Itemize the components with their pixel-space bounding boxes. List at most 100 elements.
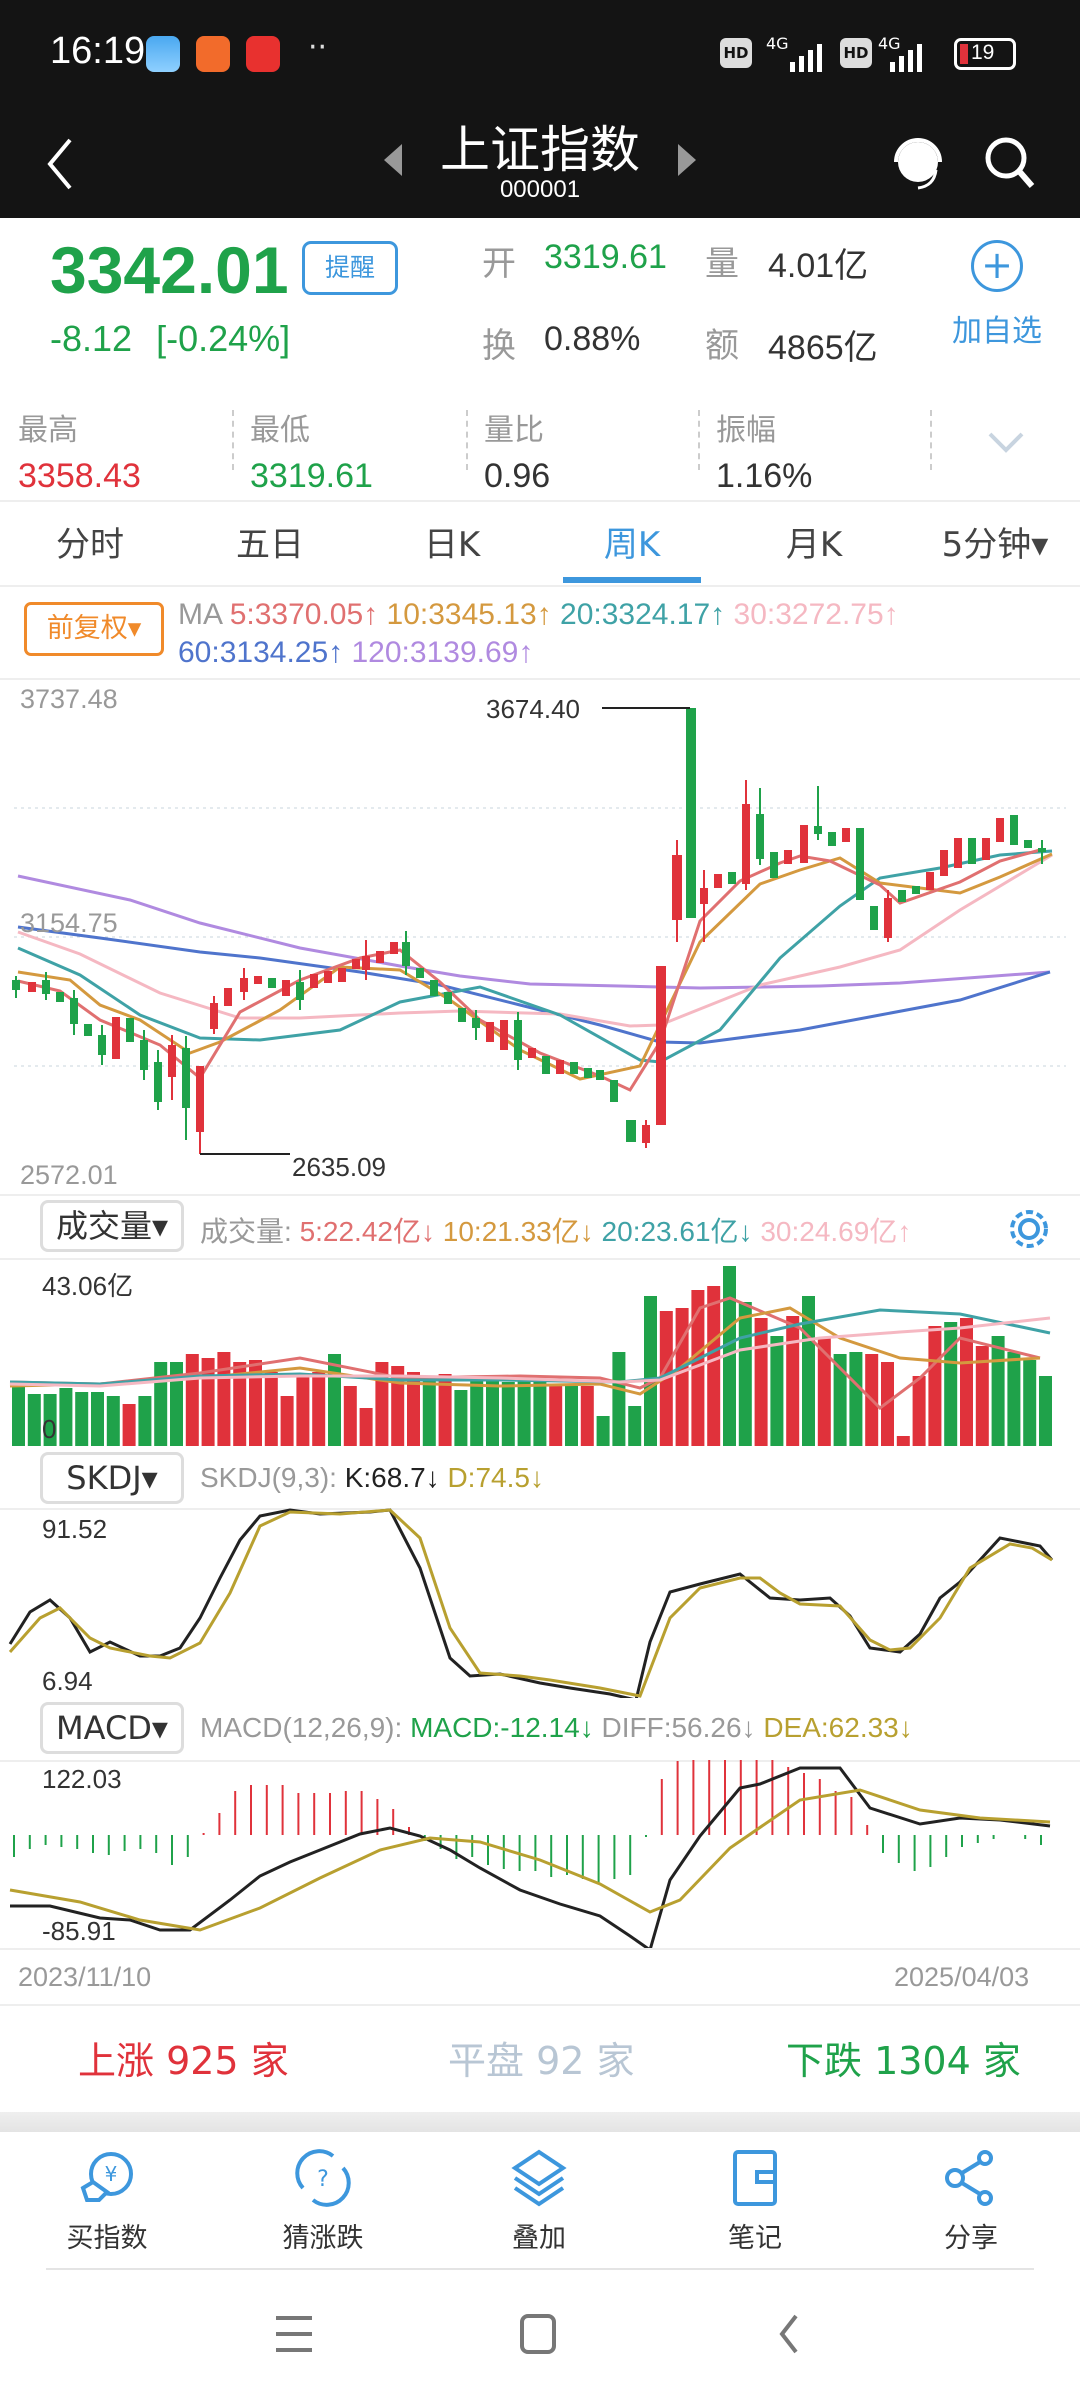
volume-chart[interactable] — [0, 1258, 1080, 1448]
plus-icon: + — [971, 240, 1023, 292]
divider — [466, 410, 468, 470]
next-stock-icon[interactable] — [674, 140, 700, 180]
stat-amplitude: 振幅 1.16% — [716, 413, 813, 495]
divider — [0, 2004, 1080, 2006]
amount-label: 额 — [705, 326, 739, 366]
signal-icon — [790, 44, 822, 72]
divider — [0, 1948, 1080, 1950]
add-watchlist-label: 加自选 — [952, 314, 1042, 349]
skdj-y-max: 91.52 — [42, 1514, 108, 1544]
overlay-button[interactable]: 叠加 — [464, 2140, 614, 2255]
turnover-value: 0.88% — [544, 320, 641, 358]
notes-button[interactable]: 笔记 — [680, 2140, 830, 2255]
buy-index-button[interactable]: ¥ 买指数 — [32, 2140, 182, 2255]
battery-icon: 19 — [954, 38, 1016, 70]
macd-indicator-dropdown[interactable]: MACD▾ — [40, 1702, 184, 1754]
skdj-y-min: 6.94 — [42, 1666, 93, 1696]
nav-home-icon[interactable] — [514, 2310, 564, 2360]
add-watchlist-button[interactable]: + 加自选 — [942, 240, 1052, 350]
nav-back-icon[interactable] — [770, 2310, 810, 2360]
end-date: 2025/04/03 — [894, 1962, 1030, 1992]
amount-value: 4865亿 — [768, 329, 878, 367]
macd-y-max: 122.03 — [42, 1764, 122, 1794]
divider — [0, 1508, 1080, 1510]
share-icon — [945, 2150, 993, 2206]
divider — [46, 2268, 1034, 2270]
stat-volume-ratio: 量比 0.96 — [484, 413, 551, 495]
volume-label: 量 — [705, 244, 739, 284]
hd-icon: HD — [720, 38, 752, 68]
notebook-icon — [733, 2150, 777, 2206]
volume-y-min: 0 — [42, 1414, 57, 1444]
more-notifications-icon: ·· — [308, 30, 328, 65]
declining-count: 下跌 1304 家 — [786, 2039, 1021, 2083]
tab-weekly-k[interactable]: 周K — [603, 525, 661, 565]
share-button[interactable]: 分享 — [896, 2140, 1046, 2255]
settings-gear-icon[interactable] — [1004, 1204, 1054, 1254]
divider — [0, 1760, 1080, 1762]
tab-intraday[interactable]: 分时 — [56, 525, 124, 565]
skdj-indicator-dropdown[interactable]: SKDJ▾ — [40, 1452, 184, 1504]
divider — [0, 585, 1080, 587]
skdj-legend: SKDJ(9,3): K:68.7↓ D:74.5↓ — [200, 1462, 544, 1493]
divider — [698, 410, 700, 470]
volume-y-max: 43.06亿 — [42, 1271, 134, 1301]
change-percent: [-0.24%] — [156, 318, 291, 359]
tab-monthly-k[interactable]: 月K — [785, 525, 843, 565]
section-separator — [0, 2112, 1080, 2132]
start-date: 2023/11/10 — [18, 1962, 152, 1992]
customer-service-icon[interactable] — [888, 130, 948, 194]
skdj-chart[interactable] — [0, 1508, 1080, 1698]
back-icon[interactable] — [40, 132, 80, 196]
open-label: 开 — [482, 244, 516, 284]
layers-icon — [511, 2149, 567, 2207]
candlestick-chart[interactable] — [0, 680, 1080, 1195]
expand-chevron-icon[interactable] — [986, 428, 1026, 458]
ma-legend: MA 5:3370.05↑ 10:3345.13↑ 20:3324.17↑ 30… — [178, 598, 899, 669]
y-axis-mid: 3154.75 — [20, 908, 118, 938]
signal-icon-2 — [890, 44, 922, 72]
app-notification-icon — [246, 36, 280, 72]
change-value: -8.12 — [50, 318, 133, 359]
candles — [12, 707, 1046, 1155]
turnover-label: 换 — [482, 326, 516, 366]
divider — [0, 500, 1080, 502]
open-value: 3319.61 — [544, 238, 667, 276]
guess-icon: ? — [295, 2149, 351, 2207]
macd-y-min: -85.91 — [42, 1916, 116, 1946]
low-marker-label: 2635.09 — [292, 1152, 386, 1182]
buy-index-icon: ¥ — [80, 2152, 133, 2202]
title-bar: 上证指数 000001 — [0, 110, 1080, 218]
tab-daily-k[interactable]: 日K — [423, 525, 481, 565]
adjust-dropdown[interactable]: 前复权▾ — [24, 602, 164, 656]
svg-text:¥: ¥ — [105, 2162, 118, 2186]
network-label: 4G — [766, 34, 789, 53]
guess-button[interactable]: ? 猜涨跌 — [248, 2140, 398, 2255]
tab-five-day[interactable]: 五日 — [236, 525, 304, 565]
nav-menu-icon[interactable] — [270, 2310, 318, 2360]
volume-indicator-dropdown[interactable]: 成交量▾ — [40, 1200, 184, 1252]
high-marker-label: 3674.40 — [486, 694, 580, 724]
stat-high: 最高 3358.43 — [18, 413, 141, 495]
divider — [0, 1194, 1080, 1196]
stat-low: 最低 3319.61 — [250, 413, 373, 495]
volume-value: 4.01亿 — [768, 247, 869, 285]
hd-icon-2: HD — [840, 38, 872, 68]
unchanged-count: 平盘 92 家 — [448, 2039, 635, 2083]
current-price: 3342.01 — [50, 233, 289, 307]
weather-app-icon — [146, 36, 180, 72]
search-icon[interactable] — [980, 130, 1040, 194]
tab-5min-dropdown[interactable]: 5分钟▾ — [941, 525, 1049, 565]
advancing-count: 上涨 925 家 — [78, 2039, 289, 2083]
divider — [0, 678, 1080, 680]
macd-chart[interactable] — [0, 1760, 1080, 1950]
page-title: 上证指数 — [440, 121, 640, 179]
prev-stock-icon[interactable] — [380, 140, 406, 180]
remind-button[interactable]: 提醒 — [302, 241, 398, 295]
stock-code: 000001 — [499, 176, 581, 203]
y-axis-min: 2572.01 — [20, 1160, 118, 1190]
divider — [930, 410, 932, 470]
macd-legend: MACD(12,26,9): MACD:-12.14↓ DIFF:56.26↓ … — [200, 1712, 913, 1743]
svg-text:?: ? — [317, 2167, 329, 2192]
status-bar: 16:19 ·· HD 4G HD 4G 19 — [0, 0, 1080, 110]
